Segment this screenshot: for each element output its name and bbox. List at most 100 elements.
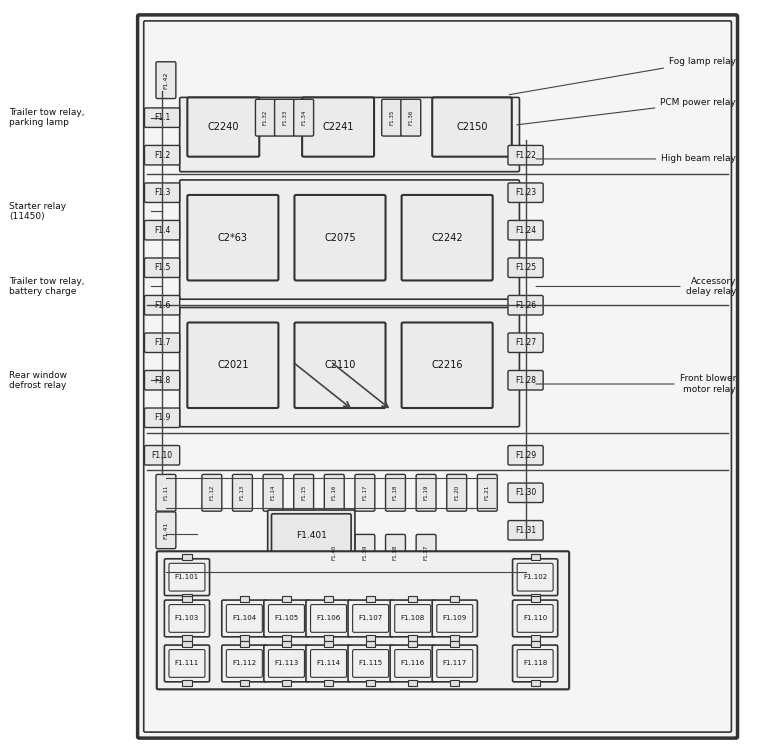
FancyBboxPatch shape (402, 322, 492, 408)
Text: F1.13: F1.13 (240, 485, 245, 501)
Text: F1.11: F1.11 (164, 485, 168, 501)
FancyBboxPatch shape (269, 605, 304, 633)
Text: F1.9: F1.9 (154, 413, 170, 422)
Bar (240, 596, 249, 602)
Text: F1.106: F1.106 (316, 615, 341, 621)
FancyBboxPatch shape (310, 605, 346, 633)
Text: F1.36: F1.36 (409, 110, 413, 125)
Text: F1.1: F1.1 (154, 113, 170, 122)
Text: C2110: C2110 (324, 360, 356, 370)
Text: F1.7: F1.7 (154, 338, 170, 347)
FancyBboxPatch shape (227, 605, 263, 633)
Text: F1.115: F1.115 (359, 660, 382, 666)
FancyBboxPatch shape (180, 97, 519, 172)
FancyBboxPatch shape (386, 535, 406, 572)
Text: F1.8: F1.8 (154, 376, 170, 385)
Text: Trailer tow relay,
battery charge: Trailer tow relay, battery charge (9, 277, 84, 296)
Text: F1.401: F1.401 (296, 532, 326, 541)
FancyBboxPatch shape (144, 108, 180, 127)
Text: Accessory
delay relay: Accessory delay relay (536, 277, 736, 296)
Bar (240, 636, 249, 642)
FancyBboxPatch shape (222, 600, 267, 637)
Text: F1.28: F1.28 (515, 376, 536, 385)
FancyBboxPatch shape (302, 97, 374, 157)
FancyBboxPatch shape (222, 645, 267, 681)
FancyBboxPatch shape (508, 370, 543, 390)
Text: F1.32: F1.32 (263, 110, 268, 125)
FancyBboxPatch shape (180, 307, 519, 427)
Text: F1.31: F1.31 (515, 526, 536, 535)
FancyBboxPatch shape (508, 258, 543, 277)
FancyBboxPatch shape (187, 322, 278, 408)
FancyBboxPatch shape (202, 474, 222, 511)
Text: F1.10: F1.10 (151, 451, 173, 460)
Bar (408, 636, 417, 642)
Bar (408, 596, 417, 602)
FancyBboxPatch shape (294, 322, 386, 408)
FancyBboxPatch shape (169, 563, 205, 591)
FancyBboxPatch shape (508, 183, 543, 203)
Text: F1.37: F1.37 (424, 545, 429, 560)
Text: F1.27: F1.27 (515, 338, 536, 347)
Text: Front blower
motor relay: Front blower motor relay (536, 374, 736, 394)
FancyBboxPatch shape (437, 605, 473, 633)
FancyBboxPatch shape (416, 474, 436, 511)
FancyBboxPatch shape (401, 99, 421, 136)
Bar (366, 681, 376, 686)
Text: F1.4: F1.4 (154, 226, 170, 235)
Bar (324, 641, 333, 647)
Text: F1.16: F1.16 (332, 485, 336, 501)
FancyBboxPatch shape (512, 645, 558, 681)
Text: F1.33: F1.33 (282, 110, 287, 125)
FancyBboxPatch shape (156, 512, 176, 549)
Text: Starter relay
(11450): Starter relay (11450) (9, 202, 66, 221)
FancyBboxPatch shape (508, 145, 543, 165)
Bar (182, 681, 191, 686)
FancyBboxPatch shape (517, 650, 553, 678)
Text: F1.116: F1.116 (401, 660, 425, 666)
Text: C2216: C2216 (432, 360, 463, 370)
FancyBboxPatch shape (144, 258, 180, 277)
Bar (531, 594, 540, 600)
FancyBboxPatch shape (432, 97, 511, 157)
Bar (450, 596, 459, 602)
FancyBboxPatch shape (395, 650, 431, 678)
FancyBboxPatch shape (508, 295, 543, 315)
FancyBboxPatch shape (156, 474, 176, 511)
FancyBboxPatch shape (144, 221, 180, 240)
FancyBboxPatch shape (263, 474, 283, 511)
FancyBboxPatch shape (306, 645, 351, 681)
FancyBboxPatch shape (227, 650, 263, 678)
Text: High beam relay: High beam relay (536, 154, 736, 163)
Bar (282, 681, 291, 686)
Text: F1.5: F1.5 (154, 264, 170, 273)
Bar (450, 636, 459, 642)
Text: F1.112: F1.112 (232, 660, 257, 666)
Text: F1.19: F1.19 (424, 485, 429, 501)
Bar (182, 641, 191, 647)
Bar (282, 636, 291, 642)
Bar (531, 681, 540, 686)
FancyBboxPatch shape (269, 650, 304, 678)
Text: F1.118: F1.118 (523, 660, 548, 666)
Text: F1.14: F1.14 (270, 485, 276, 501)
Text: C2021: C2021 (217, 360, 249, 370)
FancyBboxPatch shape (310, 650, 346, 678)
Bar (408, 681, 417, 686)
Bar (324, 596, 333, 602)
FancyBboxPatch shape (137, 15, 737, 738)
FancyBboxPatch shape (353, 650, 389, 678)
FancyBboxPatch shape (348, 600, 393, 637)
FancyBboxPatch shape (144, 295, 180, 315)
FancyBboxPatch shape (324, 474, 344, 511)
FancyBboxPatch shape (432, 645, 478, 681)
FancyBboxPatch shape (508, 483, 543, 502)
FancyBboxPatch shape (180, 180, 519, 299)
FancyBboxPatch shape (144, 145, 180, 165)
FancyBboxPatch shape (144, 446, 180, 465)
Bar (366, 636, 376, 642)
Bar (240, 641, 249, 647)
Bar (366, 596, 376, 602)
FancyBboxPatch shape (233, 474, 253, 511)
Bar (282, 596, 291, 602)
